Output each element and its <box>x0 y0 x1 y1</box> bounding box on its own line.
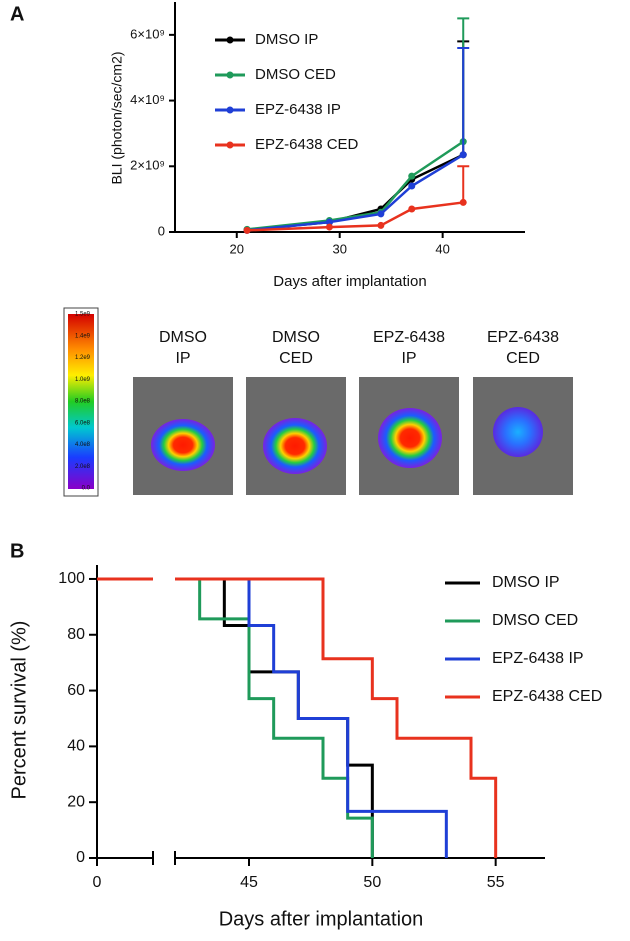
colorbar-label: 1.2e9 <box>75 355 91 361</box>
y-tick-label: 4×10⁹ <box>130 92 165 107</box>
y-tick-label: 60 <box>67 682 85 699</box>
x-tick-label: 30 <box>332 241 346 256</box>
panel-label: B <box>10 540 24 562</box>
colorbar-label: 8.0e8 <box>75 399 91 405</box>
panel-label: A <box>10 3 24 25</box>
image-label: EPZ-6438 <box>487 329 559 346</box>
image-label: DMSO <box>272 329 320 346</box>
x-tick-label: 0 <box>93 874 102 891</box>
x-tick-label: 45 <box>240 874 258 891</box>
y-tick-label: 80 <box>67 626 85 643</box>
colorbar-label: 0.0 <box>82 486 91 492</box>
colorbar-label: 1.0e9 <box>75 377 91 383</box>
image-label: IP <box>401 350 416 367</box>
colorbar <box>63 307 99 497</box>
y-tick-label: 2×10⁹ <box>130 158 165 173</box>
x-axis-title: Days after implantation <box>273 273 426 290</box>
legend-label: EPZ-6438 CED <box>492 688 602 705</box>
y-axis-title: Percent survival (%) <box>8 621 30 800</box>
series-line <box>246 140 464 231</box>
image-label: IP <box>175 350 190 367</box>
image-label: EPZ-6438 <box>373 329 445 346</box>
colorbar-gradient <box>68 314 94 489</box>
signal <box>493 407 543 457</box>
point <box>408 205 416 213</box>
legend-label: EPZ-6438 CED <box>255 136 359 153</box>
legend-label: DMSO CED <box>492 612 578 629</box>
x-tick-label: 20 <box>230 241 244 256</box>
legend-marker <box>226 106 234 114</box>
legend-label: EPZ-6438 IP <box>255 101 341 118</box>
legend-label: EPZ-6438 IP <box>492 650 584 667</box>
y-tick-label: 100 <box>58 570 85 587</box>
y-tick-label: 0 <box>76 849 85 866</box>
y-tick-label: 40 <box>67 738 85 755</box>
error-bar <box>457 165 470 203</box>
point <box>377 210 385 218</box>
image-label: CED <box>279 350 313 367</box>
colorbar-label: 4.0e8 <box>75 442 91 448</box>
legend-label: DMSO CED <box>255 66 336 83</box>
signal <box>378 408 442 468</box>
x-tick-label: 50 <box>363 874 381 891</box>
x-tick-label: 40 <box>435 241 449 256</box>
legend-marker <box>226 36 234 44</box>
x-axis-title: Days after implantation <box>219 908 424 930</box>
y-tick-label: 6×10⁹ <box>130 26 165 41</box>
y-tick-label: 20 <box>67 793 85 810</box>
colorbar-label: 1.4e9 <box>75 333 91 339</box>
y-tick-label: 0 <box>158 223 165 238</box>
survival-curve <box>97 577 498 858</box>
point <box>459 151 467 159</box>
legend-label: DMSO IP <box>492 574 560 591</box>
colorbar-label: 1.5e9 <box>75 312 91 318</box>
y-axis-title: BLI (photon/sec/cm2) <box>109 51 125 184</box>
legend-marker <box>226 71 234 79</box>
image-label: CED <box>506 350 540 367</box>
x-tick-label: 55 <box>487 874 505 891</box>
legend-marker <box>226 141 234 149</box>
point <box>459 198 467 206</box>
signal <box>151 419 215 471</box>
series-line <box>246 153 464 232</box>
colorbar-label: 6.0e8 <box>75 420 91 426</box>
point <box>325 218 333 226</box>
signal <box>263 418 327 474</box>
error-bar <box>457 47 470 155</box>
colorbar-label: 2.0e8 <box>75 464 91 470</box>
image-label: DMSO <box>159 329 207 346</box>
survival-curve <box>97 577 448 858</box>
point <box>325 223 333 231</box>
point <box>408 182 416 190</box>
point <box>408 172 416 180</box>
legend-label: DMSO IP <box>255 31 318 48</box>
point <box>243 226 251 234</box>
images <box>133 377 573 495</box>
point <box>377 221 385 229</box>
